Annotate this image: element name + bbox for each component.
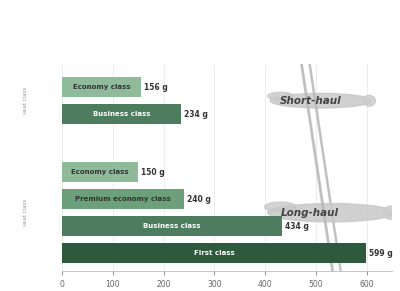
Ellipse shape [268,203,394,222]
Text: Business class: Business class [144,223,201,229]
Text: Economy class: Economy class [73,84,130,90]
Bar [62,189,184,209]
Ellipse shape [271,0,378,291]
Bar [62,104,181,124]
Text: Emissions per passenger per km travelled: Emissions per passenger per km travelled [142,41,290,47]
Ellipse shape [268,92,293,100]
Bar [62,243,366,263]
Text: 240 g: 240 g [187,195,211,204]
Ellipse shape [363,95,376,106]
Text: Business class: Business class [93,111,150,117]
Bar [62,162,138,182]
Ellipse shape [270,93,372,108]
Text: Premium economy class: Premium economy class [75,196,171,202]
Text: 434 g: 434 g [285,222,309,231]
Ellipse shape [264,202,296,212]
Text: 150 g: 150 g [141,168,165,177]
Text: CARBON FOOTPRINT FROM AIR TRAVEL: CARBON FOOTPRINT FROM AIR TRAVEL [70,10,362,23]
Bar [62,77,141,97]
Text: 599 g: 599 g [369,249,393,258]
Text: 234 g: 234 g [184,110,208,119]
Text: Long-haul: Long-haul [280,208,338,218]
Text: Short-haul: Short-haul [280,96,342,106]
Text: seat class: seat class [23,87,28,114]
Text: 156 g: 156 g [144,83,168,92]
Text: seat class: seat class [23,199,28,226]
Text: First class: First class [194,250,234,256]
Bar [62,216,282,236]
Ellipse shape [384,206,399,219]
Ellipse shape [273,0,359,291]
Text: Economy class: Economy class [71,169,129,175]
